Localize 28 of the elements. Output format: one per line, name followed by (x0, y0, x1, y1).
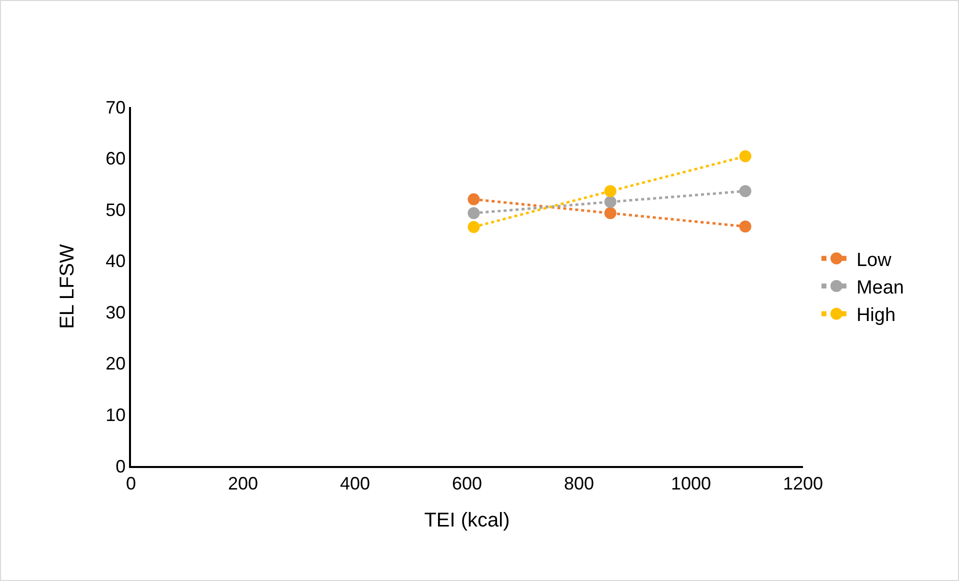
y-tick-label: 10 (106, 405, 126, 426)
y-axis-title: EL LFSW (56, 244, 79, 329)
point (604, 207, 616, 220)
legend-label: High (856, 305, 896, 326)
y-tick-label: 40 (106, 251, 126, 272)
x-tick-label: 1200 (782, 473, 824, 494)
point (739, 150, 752, 162)
y-tick-label: 30 (106, 302, 126, 322)
legend-label: Mean (856, 277, 904, 298)
point (468, 221, 480, 234)
y-tick-label: 50 (106, 200, 126, 220)
y-tick-label: 20 (106, 354, 126, 374)
x-tick-label: 400 (340, 473, 370, 494)
y-tick-label: 0 (116, 456, 126, 476)
y-tick-label: 60 (106, 148, 126, 169)
legend-label: Low (856, 250, 892, 271)
x-tick-label: 1000 (670, 473, 712, 494)
point (739, 220, 752, 232)
point (604, 196, 616, 208)
point (468, 193, 480, 206)
point (468, 207, 480, 220)
x-axis-title: TEI (kcal) (424, 509, 510, 532)
point (739, 185, 752, 198)
x-tick-label: 600 (452, 473, 482, 494)
x-tick-label: 200 (228, 473, 258, 494)
y-tick-label: 70 (106, 97, 126, 118)
x-tick-label: 800 (564, 473, 594, 494)
point (604, 185, 616, 198)
